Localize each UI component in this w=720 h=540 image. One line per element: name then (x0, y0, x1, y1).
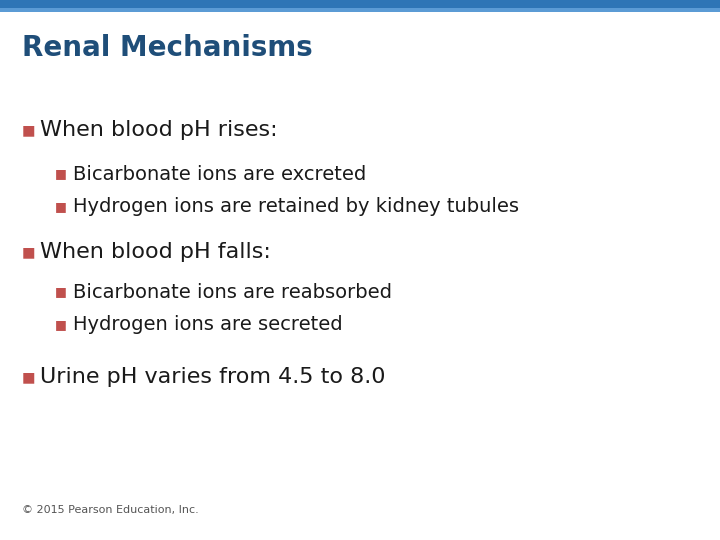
Text: ■: ■ (55, 167, 67, 180)
Text: ■: ■ (22, 123, 35, 137)
Bar (0, 8, 720, 12)
Text: © 2015 Pearson Education, Inc.: © 2015 Pearson Education, Inc. (22, 505, 199, 515)
Text: Hydrogen ions are secreted: Hydrogen ions are secreted (73, 315, 343, 334)
Text: ■: ■ (55, 286, 67, 299)
Text: Renal Mechanisms: Renal Mechanisms (22, 34, 312, 62)
Text: Urine pH varies from 4.5 to 8.0: Urine pH varies from 4.5 to 8.0 (40, 367, 385, 387)
Text: Bicarbonate ions are reabsorbed: Bicarbonate ions are reabsorbed (73, 282, 392, 301)
Text: ■: ■ (55, 319, 67, 332)
Text: Hydrogen ions are retained by kidney tubules: Hydrogen ions are retained by kidney tub… (73, 198, 519, 217)
Text: When blood pH rises:: When blood pH rises: (40, 120, 278, 140)
Text: When blood pH falls:: When blood pH falls: (40, 242, 271, 262)
Text: ■: ■ (55, 200, 67, 213)
Text: Bicarbonate ions are excreted: Bicarbonate ions are excreted (73, 165, 366, 184)
Text: ■: ■ (22, 370, 35, 384)
Text: ■: ■ (22, 245, 35, 259)
Bar (0, 0, 720, 8)
